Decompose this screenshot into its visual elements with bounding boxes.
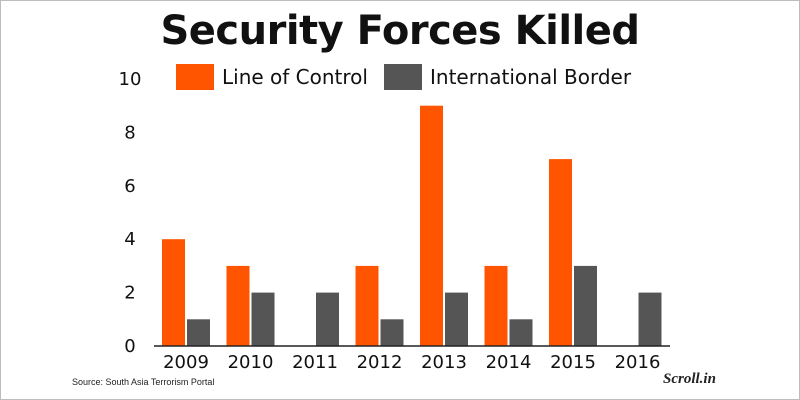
legend-label-international-border: International Border <box>430 65 632 89</box>
y-tick-label: 0 <box>124 336 135 357</box>
bar-international-border-2015 <box>574 265 597 346</box>
bar-international-border-2012 <box>380 319 404 346</box>
bar-international-border-2013 <box>445 292 468 346</box>
y-axis-ticks: 0 2 4 6 8 10 <box>119 69 142 357</box>
x-tick-label: 2015 <box>550 352 596 373</box>
y-tick-label: 10 <box>119 69 142 90</box>
bar-line-of-control-2014 <box>484 265 508 346</box>
y-tick-label: 2 <box>124 283 135 304</box>
bar-international-border-2014 <box>509 319 533 346</box>
bar-line-of-control-2010 <box>226 265 250 346</box>
bar-international-border-2010 <box>251 292 275 346</box>
y-tick-label: 6 <box>124 176 135 197</box>
source-note: Source: South Asia Terrorism Portal <box>72 377 215 387</box>
x-tick-label: 2011 <box>292 352 338 373</box>
legend: Line of Control International Border <box>176 64 632 90</box>
bar-line-of-control-2013 <box>420 105 443 346</box>
legend-label-line-of-control: Line of Control <box>222 65 368 89</box>
x-tick-label: 2013 <box>421 352 467 373</box>
y-tick-label: 4 <box>124 229 135 250</box>
bar-international-border-2016 <box>638 292 662 346</box>
x-tick-label: 2016 <box>615 352 661 373</box>
y-tick-label: 8 <box>124 122 135 143</box>
x-tick-label: 2009 <box>163 352 209 373</box>
scroll-logo: Scroll.in <box>663 371 716 387</box>
legend-swatch-international-border <box>384 64 422 90</box>
bar-international-border-2009 <box>187 319 210 346</box>
bar-line-of-control-2009 <box>162 239 185 346</box>
bar-international-border-2011 <box>316 292 339 346</box>
legend-swatch-line-of-control <box>176 64 214 90</box>
x-axis-ticks: 2009 2010 2011 2012 2013 2014 2015 2016 <box>163 352 660 373</box>
bar-line-of-control-2015 <box>549 159 572 346</box>
x-tick-label: 2014 <box>486 352 532 373</box>
bar-line-of-control-2012 <box>355 265 379 346</box>
bars <box>162 105 662 346</box>
x-tick-label: 2012 <box>357 352 403 373</box>
chart-title: Security Forces Killed <box>160 8 640 54</box>
x-tick-label: 2010 <box>228 352 274 373</box>
